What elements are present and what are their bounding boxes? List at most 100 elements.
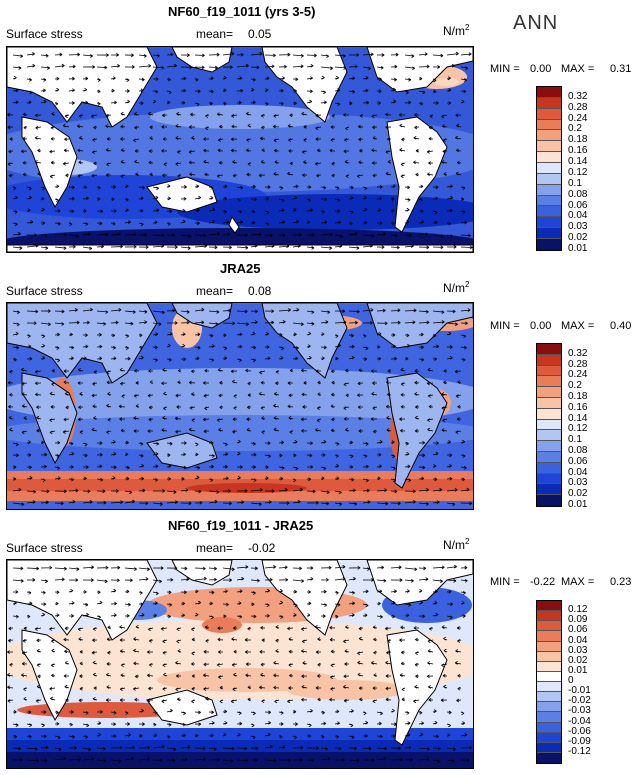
wind-vector — [82, 602, 89, 607]
wind-vector — [166, 735, 171, 739]
wind-vector — [12, 322, 20, 327]
wind-vector — [105, 148, 112, 152]
wind-vector — [414, 415, 420, 420]
wind-vector — [348, 333, 354, 338]
wind-vector — [330, 138, 336, 142]
wind-vector — [460, 308, 471, 312]
wind-vector — [26, 356, 33, 361]
wind-vector — [161, 381, 168, 386]
wind-vector — [236, 500, 245, 504]
wind-vector — [400, 174, 406, 179]
wind-vector — [138, 722, 145, 726]
wind-vector — [264, 356, 271, 361]
wind-vector — [320, 320, 329, 324]
wind-vector — [222, 732, 227, 737]
wind-vector — [376, 488, 388, 493]
wind-vector — [91, 173, 98, 178]
wind-vector — [147, 698, 154, 703]
wind-vector — [278, 734, 283, 739]
colorbar-swatch — [537, 473, 561, 485]
wind-vector — [51, 639, 56, 643]
wind-vector — [320, 756, 331, 761]
wind-vector — [348, 64, 358, 69]
wind-vector — [446, 487, 458, 492]
wind-vector — [110, 88, 115, 93]
wind-vector — [348, 344, 355, 349]
wind-vector — [446, 579, 457, 583]
wind-vector — [400, 404, 406, 409]
wind-vector — [218, 650, 224, 654]
wind-vector — [460, 614, 466, 618]
colorbar-swatch — [537, 671, 561, 682]
wind-vector — [329, 148, 336, 153]
wind-vector — [418, 184, 424, 189]
wind-vector — [418, 721, 425, 726]
wind-vector — [63, 148, 70, 153]
wind-vector — [446, 615, 453, 620]
wind-vector — [362, 578, 375, 582]
wind-vector — [96, 709, 103, 714]
wind-vector — [264, 331, 269, 336]
wind-vector — [236, 309, 248, 314]
wind-vector — [96, 615, 101, 620]
wind-vector — [278, 333, 283, 337]
wind-vector — [208, 333, 214, 338]
wind-vector — [124, 244, 137, 249]
wind-vector — [96, 89, 101, 94]
wind-vector — [96, 452, 103, 457]
wind-vector — [348, 576, 356, 581]
wind-vector — [414, 684, 420, 689]
wind-vector — [152, 464, 159, 469]
wind-vector — [418, 198, 423, 202]
wind-vector — [376, 232, 387, 236]
wind-vector — [138, 567, 150, 572]
wind-vector — [26, 344, 32, 349]
wind-vector — [455, 148, 462, 153]
wind-vector — [124, 78, 130, 82]
wind-vector — [418, 566, 427, 571]
wind-vector — [446, 184, 453, 189]
wind-vector — [348, 355, 355, 360]
wind-vector — [40, 565, 53, 570]
wind-vector — [317, 148, 322, 153]
wind-vector — [357, 651, 364, 656]
wind-vector — [258, 173, 266, 178]
wind-vector — [222, 442, 228, 447]
wind-vector — [149, 380, 154, 384]
wind-vector — [21, 661, 28, 666]
wind-vector — [26, 78, 32, 82]
wind-vector — [180, 246, 191, 250]
colorbar-tick-label: 0.14 — [568, 412, 588, 424]
wind-vector — [12, 222, 18, 227]
colorbar-swatch — [537, 163, 561, 174]
wind-vector — [292, 195, 298, 200]
wind-vector — [121, 394, 126, 399]
wind-vector — [432, 746, 441, 751]
wind-vector — [306, 746, 319, 750]
wind-vector — [180, 53, 190, 57]
wind-vector — [317, 674, 322, 678]
wind-vector — [49, 418, 56, 422]
wind-vector — [232, 160, 238, 164]
wind-vector — [432, 185, 439, 190]
wind-vector — [404, 207, 410, 212]
wind-vector — [315, 428, 322, 432]
wind-vector — [135, 172, 140, 177]
wind-vector — [302, 173, 308, 178]
colorbar-swatch — [537, 217, 561, 229]
panel-1-min-value: 0.00 — [530, 63, 552, 75]
wind-vector — [236, 758, 249, 763]
wind-vector — [320, 614, 326, 618]
wind-vector — [362, 186, 368, 191]
wind-vector — [303, 160, 308, 164]
wind-vector — [432, 734, 439, 739]
wind-vector — [208, 710, 215, 715]
wind-vector — [362, 567, 371, 571]
wind-vector — [36, 428, 42, 433]
wind-vector — [247, 685, 252, 690]
wind-vector — [82, 320, 90, 325]
wind-vector — [334, 334, 339, 338]
wind-vector — [264, 500, 272, 504]
wind-vector — [203, 394, 210, 398]
wind-vector — [203, 649, 210, 654]
